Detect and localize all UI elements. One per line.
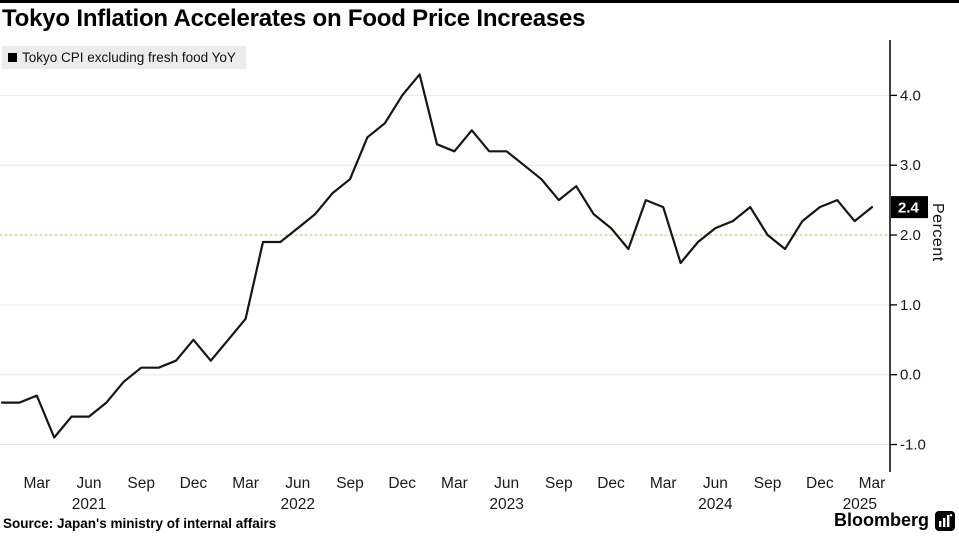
bloomberg-logo: Bloomberg <box>834 510 955 531</box>
cpi-line-chart: 4.0 3.0 2.0 1.0 0.0 -1.0 2.4 Mar Jun Sep Dec Mar Jun… <box>0 40 928 513</box>
svg-text:1.0: 1.0 <box>900 297 921 314</box>
svg-text:Mar: Mar <box>859 475 886 492</box>
svg-text:2024: 2024 <box>698 496 733 513</box>
svg-text:-1.0: -1.0 <box>900 437 926 454</box>
svg-text:Mar: Mar <box>23 475 50 492</box>
bloomberg-terminal-icon <box>935 510 955 531</box>
svg-text:Sep: Sep <box>127 475 155 492</box>
svg-text:Mar: Mar <box>232 475 259 492</box>
legend-label: Tokyo CPI excluding fresh food YoY <box>22 50 236 65</box>
y-axis-label: Percent <box>929 203 946 262</box>
svg-text:2.0: 2.0 <box>900 227 921 244</box>
svg-text:Dec: Dec <box>388 475 416 492</box>
svg-text:3.0: 3.0 <box>900 157 921 174</box>
svg-text:Sep: Sep <box>545 475 573 492</box>
svg-text:2022: 2022 <box>281 496 315 513</box>
svg-text:0.0: 0.0 <box>900 367 921 384</box>
bloomberg-wordmark: Bloomberg <box>833 510 929 530</box>
svg-text:Dec: Dec <box>180 475 208 492</box>
svg-text:Sep: Sep <box>336 475 364 492</box>
source-note: Source: Japan's ministry of internal aff… <box>3 516 277 531</box>
legend-marker-icon <box>8 53 17 62</box>
svg-text:2023: 2023 <box>489 496 523 513</box>
svg-text:Mar: Mar <box>650 475 677 492</box>
svg-text:2025: 2025 <box>843 496 877 513</box>
legend: Tokyo CPI excluding fresh food YoY <box>2 46 246 69</box>
svg-text:Dec: Dec <box>597 475 625 492</box>
svg-text:Jun: Jun <box>285 475 310 492</box>
svg-text:Sep: Sep <box>754 475 782 492</box>
svg-text:2021: 2021 <box>72 496 106 513</box>
svg-text:Dec: Dec <box>806 475 834 492</box>
svg-text:Jun: Jun <box>494 475 519 492</box>
svg-text:Jun: Jun <box>703 475 728 492</box>
svg-text:Jun: Jun <box>77 475 102 492</box>
top-border <box>0 0 959 3</box>
svg-text:2.4: 2.4 <box>898 200 920 217</box>
svg-text:Mar: Mar <box>441 475 468 492</box>
svg-text:4.0: 4.0 <box>900 87 921 104</box>
page-title: Tokyo Inflation Accelerates on Food Pric… <box>2 5 586 32</box>
